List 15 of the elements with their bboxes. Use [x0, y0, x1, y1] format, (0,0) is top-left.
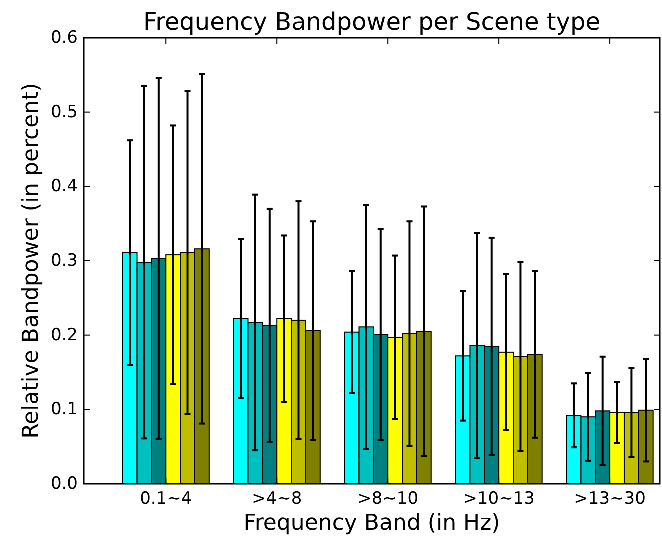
x-tick-label: >10~13 — [463, 489, 535, 509]
y-tick-label: 0.0 — [50, 474, 78, 494]
x-tick-label: >4~8 — [252, 489, 302, 509]
x-tick-label: >8~10 — [358, 489, 419, 509]
x-axis-title: Frequency Band (in Hz) — [244, 511, 500, 536]
chart-title: Frequency Bandpower per Scene type — [144, 8, 600, 36]
y-tick-label: 0.2 — [50, 325, 78, 346]
y-axis-title: Relative Bandpower (in percent) — [19, 83, 44, 439]
y-tick-label: 0.6 — [50, 28, 78, 48]
x-tick-label: 0.1~4 — [140, 489, 192, 509]
y-tick-label: 0.5 — [50, 102, 78, 122]
x-tick-label: >13~30 — [574, 489, 646, 509]
y-tick-label: 0.3 — [50, 251, 78, 271]
y-tick-label: 0.1 — [50, 400, 78, 420]
y-tick-label: 0.4 — [50, 176, 78, 197]
